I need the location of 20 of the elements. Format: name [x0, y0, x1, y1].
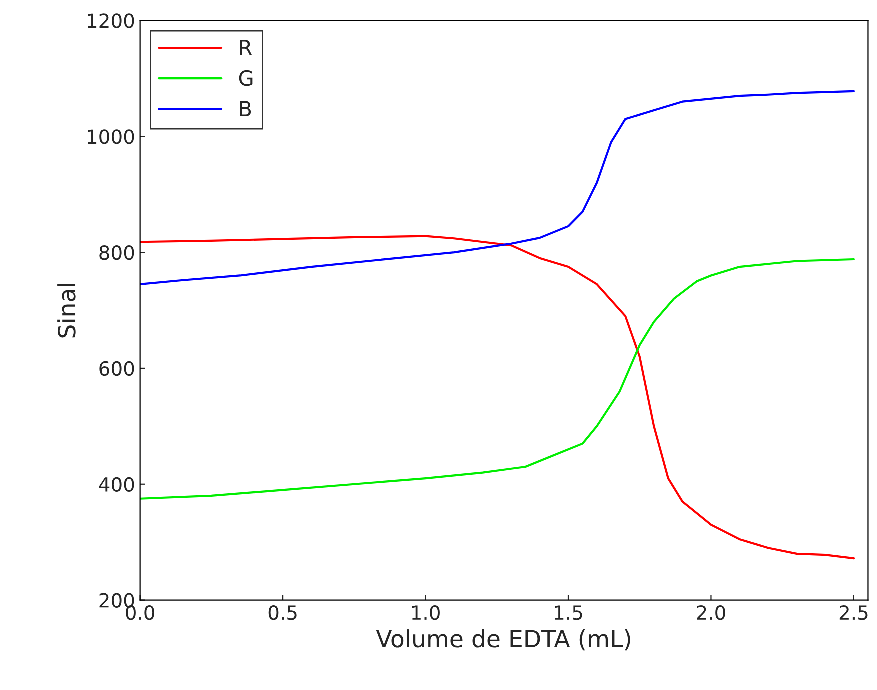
- y-tick-label: 800: [100, 245, 134, 260]
- x-tick-label: 1.5: [555, 606, 582, 620]
- y-tick-label: 200: [100, 593, 134, 608]
- x-tick-label: 2.0: [697, 606, 726, 620]
- y-tick-label: 1200: [88, 14, 134, 28]
- y-tick-label: 600: [100, 361, 134, 376]
- legend-label: R: [240, 40, 252, 56]
- x-tick-label: 0.0: [126, 606, 154, 620]
- legend-label: B: [240, 101, 252, 116]
- legend-label: G: [239, 70, 253, 86]
- x-axis-title: Volume de EDTA (mL): [376, 630, 630, 651]
- x-tick-label: 0.5: [268, 606, 297, 620]
- y-tick-label: 1000: [88, 130, 134, 144]
- y-tick-label: 400: [99, 477, 134, 492]
- x-tick-label: 1.0: [412, 606, 440, 620]
- x-tick-label: 2.5: [840, 606, 868, 620]
- line-series: [140, 235, 855, 560]
- line-series: [140, 258, 855, 500]
- y-axis-title: Sinal: [58, 284, 76, 338]
- line-series: [140, 90, 855, 286]
